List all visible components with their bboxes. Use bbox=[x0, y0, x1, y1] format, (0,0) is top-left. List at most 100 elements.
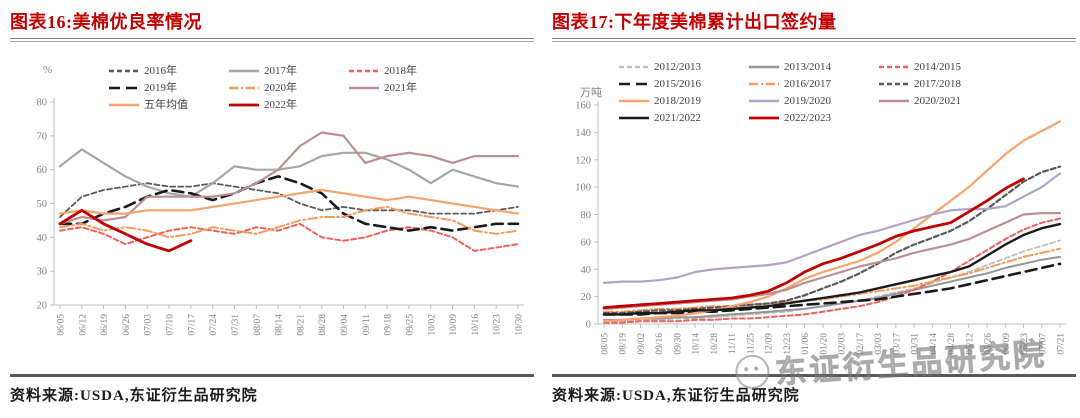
legend-label: 2016年 bbox=[144, 65, 177, 77]
legend-label: 2021年 bbox=[384, 82, 417, 94]
x-tick-label: 09/18 bbox=[384, 314, 394, 336]
x-tick-label: 06/19 bbox=[100, 314, 110, 336]
series-line-2016/2017 bbox=[603, 247, 1061, 313]
x-tick-label: 10/28 bbox=[710, 333, 720, 355]
legend-label: 2014/2015 bbox=[914, 61, 962, 73]
x-tick-label: 06/09 bbox=[1002, 333, 1012, 355]
chart-panel-us-cotton-rating: 图表16:美棉优良率情况 % 20 30 40 50 60 70 80 06/05 06/12 0… bbox=[10, 0, 534, 418]
legend-item-五年均值: 五年均值 bbox=[108, 98, 218, 112]
chart-title: 图表16:美棉优良率情况 bbox=[10, 12, 202, 32]
x-tick-label: 03/03 bbox=[874, 333, 884, 355]
x-tick-label: 03/31 bbox=[911, 333, 921, 355]
x-tick-label: 12/23 bbox=[783, 333, 793, 355]
line-chart-us-cotton-export-sales: 0 20 40 60 80 100 120 140 160 08/05 08/19 09/02 09/1… bbox=[575, 101, 1066, 355]
source-note: 资料来源:USDA,东证衍生品研究院 bbox=[552, 388, 800, 404]
legend-label: 2015/2016 bbox=[654, 78, 702, 90]
series-line-2015/2016 bbox=[602, 262, 1062, 316]
series-line-2022年 bbox=[58, 208, 193, 253]
x-tick-label: 10/23 bbox=[493, 314, 503, 336]
series-line-2016年 bbox=[59, 182, 519, 218]
chart-title: 图表17:下年度美棉累计出口签约量 bbox=[552, 12, 837, 32]
x-tick-label: 09/02 bbox=[637, 333, 647, 355]
legend-marker-line bbox=[749, 99, 779, 103]
chart-legend: 2016年 2017年 2018年 2019年 2020年 2021年五年均值 2022年 bbox=[108, 64, 458, 112]
series-line-2019/2020 bbox=[602, 172, 1062, 284]
series-line-2022/2023 bbox=[602, 177, 1025, 310]
legend-label: 2022/2023 bbox=[784, 112, 832, 124]
x-tick-label: 04/14 bbox=[929, 333, 939, 355]
legend-item-2016年: 2016年 bbox=[108, 64, 218, 78]
x-tick-label: 02/03 bbox=[838, 333, 848, 355]
series-line-2021年 bbox=[58, 131, 520, 225]
x-tick-label: 07/24 bbox=[209, 314, 219, 336]
y-tick-label: 100 bbox=[575, 183, 591, 194]
legend-label: 2016/2017 bbox=[784, 78, 832, 90]
y-tick-label: 140 bbox=[575, 128, 591, 139]
y-tick-label: 30 bbox=[37, 267, 48, 278]
x-tick-label: 07/03 bbox=[144, 314, 154, 336]
legend-item-2016/2017: 2016/2017 bbox=[748, 77, 868, 91]
legend-label: 2019/2020 bbox=[784, 95, 832, 107]
legend-label: 2022年 bbox=[264, 99, 297, 111]
legend-label: 2019年 bbox=[144, 82, 177, 94]
legend-marker-line bbox=[229, 69, 259, 73]
y-tick-label: 20 bbox=[581, 292, 592, 303]
series-line-2021/2022 bbox=[602, 222, 1062, 316]
legend-item-2018年: 2018年 bbox=[348, 64, 458, 78]
x-tick-label: 07/10 bbox=[166, 314, 176, 336]
series-line-2018年 bbox=[59, 222, 519, 252]
title-divider bbox=[552, 38, 1076, 42]
x-tick-label: 12/09 bbox=[765, 333, 775, 355]
x-tick-label: 11/25 bbox=[746, 333, 756, 355]
x-tick-label: 04/28 bbox=[947, 333, 957, 355]
series-line-2013/2014 bbox=[603, 255, 1061, 321]
legend-marker-line bbox=[749, 82, 779, 86]
y-tick-label: 120 bbox=[575, 155, 591, 166]
x-tick-label: 05/12 bbox=[965, 333, 975, 355]
legend-label: 2017/2018 bbox=[914, 78, 962, 90]
x-tick-label: 01/06 bbox=[801, 333, 811, 355]
legend-item-2021/2022: 2021/2022 bbox=[618, 111, 738, 125]
legend-marker-line bbox=[349, 69, 379, 73]
y-tick-label: 160 bbox=[575, 101, 591, 112]
legend-label: 2020年 bbox=[264, 82, 297, 94]
legend-marker-line bbox=[619, 116, 649, 120]
legend-marker-line bbox=[879, 99, 909, 103]
series-line-2014/2015 bbox=[603, 217, 1061, 324]
legend-label: 2020/2021 bbox=[914, 95, 962, 107]
legend-label: 五年均值 bbox=[144, 99, 188, 111]
x-tick-label: 10/14 bbox=[692, 333, 702, 355]
y-tick-label: 80 bbox=[37, 98, 48, 109]
legend-label: 2017年 bbox=[264, 65, 297, 77]
x-tick-label: 05/26 bbox=[984, 333, 994, 355]
x-tick-label: 07/17 bbox=[187, 314, 197, 336]
legend-marker-line bbox=[749, 116, 779, 120]
x-tick-label: 10/02 bbox=[427, 314, 437, 336]
x-tick-label: 08/19 bbox=[619, 333, 629, 355]
y-axis-unit-label: % bbox=[43, 64, 53, 76]
legend-marker-line bbox=[879, 65, 909, 69]
legend-item-2015/2016: 2015/2016 bbox=[618, 77, 738, 91]
y-tick-label: 40 bbox=[581, 265, 592, 276]
x-tick-label: 09/11 bbox=[362, 314, 372, 336]
x-tick-label: 01/20 bbox=[819, 333, 829, 355]
legend-label: 2018年 bbox=[384, 65, 417, 77]
y-tick-label: 50 bbox=[37, 199, 48, 210]
y-tick-label: 60 bbox=[581, 237, 592, 248]
y-tick-label: 60 bbox=[37, 165, 48, 176]
x-tick-label: 09/25 bbox=[405, 314, 415, 336]
x-tick-label: 06/23 bbox=[1020, 333, 1030, 355]
legend-label: 2021/2022 bbox=[654, 112, 702, 124]
y-axis-unit-label: 万吨 bbox=[580, 87, 602, 99]
x-tick-label: 10/16 bbox=[471, 314, 481, 336]
chart-legend: 2012/2013 2013/2014 2014/2015 2015/2016 2016… bbox=[618, 60, 998, 125]
legend-item-2017年: 2017年 bbox=[228, 64, 338, 78]
legend-marker-line bbox=[109, 69, 139, 73]
legend-item-2018/2019: 2018/2019 bbox=[618, 94, 738, 108]
series-line-2020年 bbox=[59, 205, 519, 239]
y-tick-label: 20 bbox=[37, 301, 48, 312]
bottom-divider bbox=[10, 374, 534, 377]
legend-item-2019/2020: 2019/2020 bbox=[748, 94, 868, 108]
legend-label: 2018/2019 bbox=[654, 95, 702, 107]
